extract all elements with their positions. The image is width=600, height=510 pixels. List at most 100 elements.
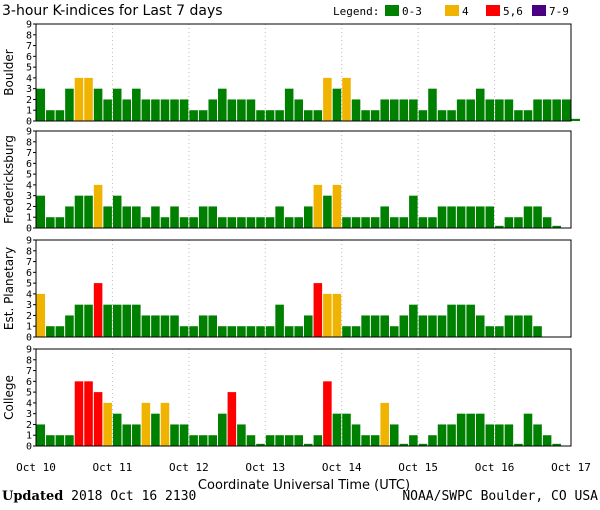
kindex-bar [323,293,332,337]
kindex-bar [380,315,389,337]
y-tick-label: 2 [26,95,32,106]
kindex-bar [485,99,495,121]
panel-label: College [2,375,16,420]
kindex-bar [342,413,351,446]
kindex-bar [208,435,218,446]
x-axis: Oct 10 Oct 11 Oct 12 Oct 13 Oct 14 Oct 15 Oct … [16,461,591,474]
kindex-bar [332,413,342,446]
y-tick-label: 6 [26,268,32,279]
updated-label: Updated [2,489,64,504]
y-tick-label: 7 [26,366,32,377]
y-tick-label: 5 [26,63,32,74]
kindex-bar [313,110,323,121]
kindex-bar [93,88,103,121]
kindex-bar [151,99,160,121]
kindex-bar [65,315,74,337]
y-tick-label: 7 [26,257,32,268]
chart-title: 3-hour K-indices for Last 7 days [2,3,223,19]
x-tick-label: Oct 15 [398,461,438,474]
kindex-bar [112,413,122,446]
kindex-bar [456,206,466,228]
x-tick-label: Oct 11 [93,461,133,474]
panel-label: Est. Planetary [2,247,16,330]
kindex-bar [246,435,256,446]
update-info: Updated 2018 Oct 16 2130 [2,489,196,504]
kindex-bar [112,88,122,121]
kindex-bar [504,424,514,446]
kindex-bar [495,99,504,121]
kindex-bar [93,392,103,446]
y-tick-label: 0 [26,117,32,128]
y-tick-label: 4 [26,289,32,300]
y-tick-label: 5 [26,388,32,399]
kindex-bar [208,206,218,228]
kindex-bar [122,424,132,446]
legend-entry: 0-3 [402,5,422,18]
kindex-bar [36,195,46,228]
kindex-bar [189,435,198,446]
kindex-bar [46,110,55,121]
kindex-bar [351,326,361,337]
panel-frame [35,23,572,122]
kindex-bar [65,88,74,121]
kindex-bar [361,315,370,337]
y-tick-label: 6 [26,377,32,388]
y-tick-label: 0 [26,224,32,235]
y-tick-label: 6 [26,52,32,63]
kindex-bar [46,326,55,337]
kindex-bar [466,413,475,446]
kindex-bar [399,217,409,228]
kindex-bar [227,392,237,446]
kindex-bar [122,206,132,228]
kindex-bar [170,206,179,228]
kindex-bar [265,435,275,446]
kindex-bar [323,381,332,446]
panels: 0123456789Boulder0123456789Fredericksbur… [2,20,581,453]
kindex-bar [284,435,294,446]
kindex-bar [361,110,370,121]
kindex-bar [151,413,160,446]
kindex-bar [313,283,323,337]
panel-label: Fredericksburg [2,135,16,224]
kindex-bar [409,195,418,228]
kindex-bar [141,217,151,228]
x-tick-label: Oct 13 [245,461,285,474]
kindex-bar [485,424,495,446]
kindex-bar [552,99,561,121]
kindex-bar [160,315,170,337]
kindex-bar [475,315,485,337]
kindex-bar [342,217,351,228]
kindex-bar [132,88,141,121]
kindex-bar [313,435,323,446]
kindex-bar [227,326,237,337]
kindex-bar [46,217,55,228]
kindex-bar [198,315,208,337]
kindex-bar [256,443,265,446]
y-tick-label: 5 [26,170,32,181]
kindex-bar [160,217,170,228]
kindex-bar [218,88,227,121]
kindex-bar [208,315,218,337]
y-tick-label: 9 [26,127,32,138]
kindex-bar [65,435,74,446]
kindex-bar [122,99,132,121]
y-tick-label: 6 [26,159,32,170]
kindex-bar [265,217,275,228]
kindex-bar [437,206,447,228]
kindex-bar [523,206,533,228]
kindex-bar [227,217,237,228]
y-tick-label: 4 [26,180,32,191]
kindex-bar [323,77,332,121]
legend-swatch [486,5,500,16]
y-tick-label: 3 [26,84,32,95]
kindex-bar [55,110,65,121]
kindex-bar [284,88,294,121]
legend-entry: 4 [462,5,469,18]
y-tick-label: 1 [26,213,32,224]
kindex-bar [428,315,437,337]
kindex-bar [284,217,294,228]
kindex-bar [170,315,179,337]
